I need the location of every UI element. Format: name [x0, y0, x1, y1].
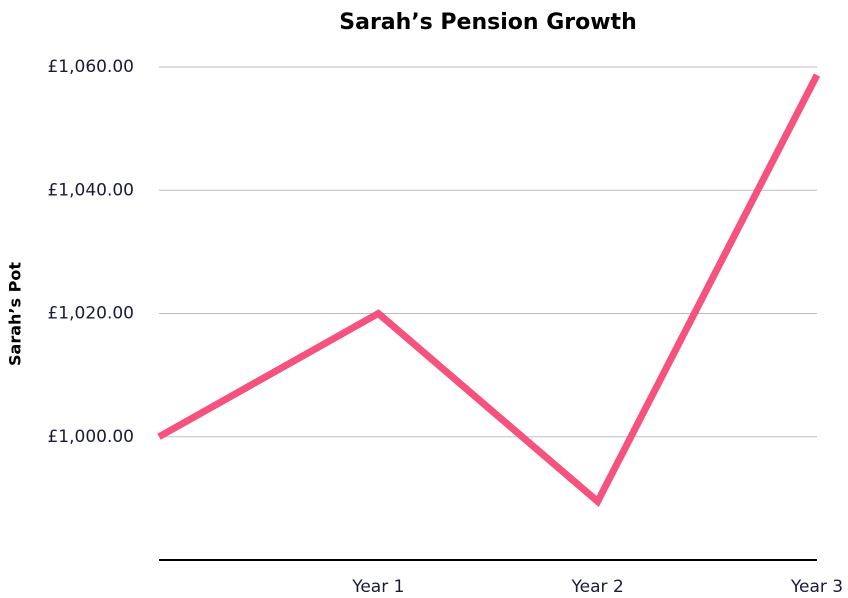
data-line [157, 73, 821, 507]
x-tick-label: Year 3 [790, 577, 843, 597]
chart-title: Sarah’s Pension Growth [339, 10, 636, 35]
y-axis-title: Sarah’s Pot [6, 262, 25, 366]
x-tick-label: Year 2 [571, 577, 624, 597]
y-tick-label: £1,040.00 [47, 180, 134, 200]
x-tick-label: Year 1 [351, 577, 404, 597]
y-tick-label: £1,000.00 [47, 427, 134, 447]
y-tick-label: £1,060.00 [47, 57, 134, 77]
y-tick-label: £1,020.00 [47, 304, 134, 324]
